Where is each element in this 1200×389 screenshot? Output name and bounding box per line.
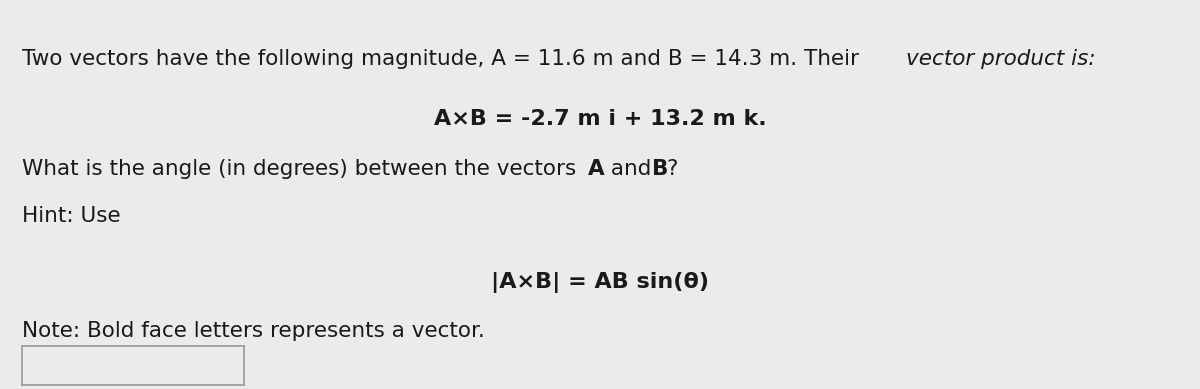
Text: and: and	[604, 159, 658, 179]
Text: B: B	[652, 159, 668, 179]
Text: Note: Bold face letters represents a vector.: Note: Bold face letters represents a vec…	[22, 321, 485, 341]
Text: Two vectors have the following magnitude, A = 11.6 m and B = 14.3 m. Their: Two vectors have the following magnitude…	[22, 49, 865, 68]
Text: vector product is:: vector product is:	[906, 49, 1096, 68]
Text: A: A	[588, 159, 605, 179]
Text: What is the angle (in degrees) between the vectors: What is the angle (in degrees) between t…	[22, 159, 583, 179]
Text: |A×B| = AB sin(θ): |A×B| = AB sin(θ)	[491, 272, 709, 293]
Text: ?: ?	[666, 159, 677, 179]
Text: A×B = -2.7 m i + 13.2 m k.: A×B = -2.7 m i + 13.2 m k.	[433, 109, 767, 129]
Text: Hint: Use: Hint: Use	[22, 206, 120, 226]
